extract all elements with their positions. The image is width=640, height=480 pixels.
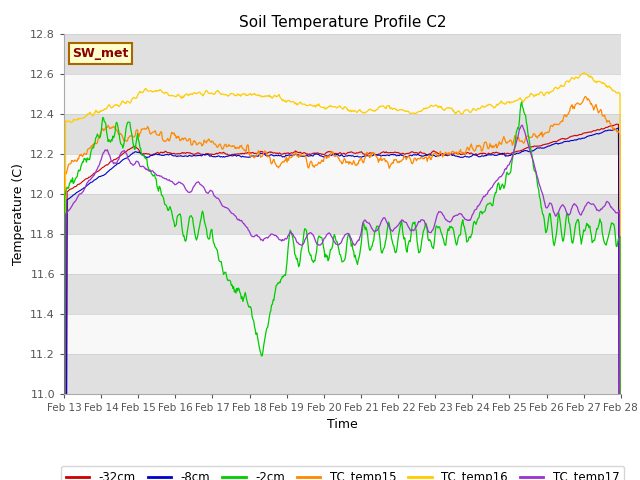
X-axis label: Time: Time [327,418,358,431]
Bar [64,193,621,234]
Text: SW_met: SW_met [72,47,129,60]
Bar [64,234,621,274]
Bar [64,354,621,394]
Bar [64,313,621,354]
Legend: -32cm, -8cm, -2cm, TC_temp15, TC_temp16, TC_temp17: -32cm, -8cm, -2cm, TC_temp15, TC_temp16,… [61,466,624,480]
Bar [64,154,621,193]
Bar [64,114,621,154]
Bar [64,274,621,313]
Y-axis label: Temperature (C): Temperature (C) [12,163,24,264]
Bar [64,34,621,73]
Bar [64,73,621,114]
Title: Soil Temperature Profile C2: Soil Temperature Profile C2 [239,15,446,30]
